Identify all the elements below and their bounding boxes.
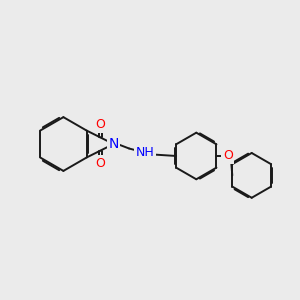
Text: N: N [108, 137, 119, 151]
Text: O: O [95, 157, 105, 170]
Text: O: O [95, 118, 105, 131]
Text: O: O [223, 149, 233, 163]
Text: NH: NH [135, 146, 154, 160]
